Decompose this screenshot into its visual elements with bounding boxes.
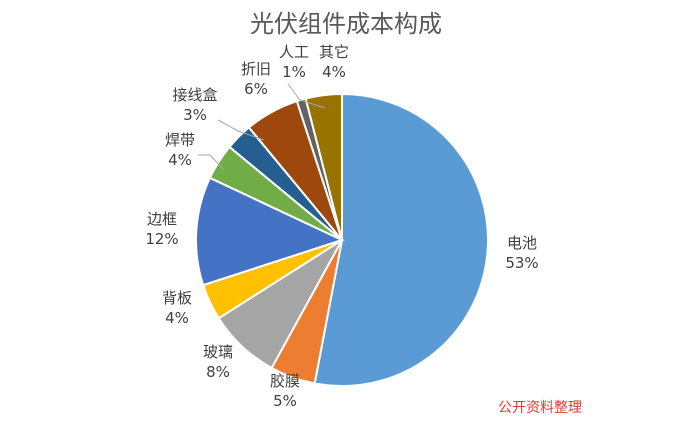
slice-label-1: 胶膜 5% (270, 372, 300, 410)
pie-slice-4 (195, 176, 345, 287)
slice-label-4: 边框 12% (145, 210, 178, 248)
slice-label-5: 焊带 4% (165, 131, 195, 169)
slice-label-7: 折旧 6% (241, 60, 271, 98)
pie-slice-0 (313, 92, 490, 387)
slice-label-6: 接线盒 3% (172, 86, 217, 124)
leader-line-8 (287, 83, 326, 109)
leader-lines (198, 83, 326, 171)
pie-slice-9 (304, 92, 343, 241)
chart-title: 光伏组件成本构成 (250, 10, 442, 38)
leader-line-6 (217, 119, 265, 141)
pie-slices (195, 92, 490, 387)
slice-label-8: 人工 1% (279, 43, 309, 81)
slice-labels: 电池 53% 胶膜 5% 玻璃 8% 背板 4% 边框 12% 焊带 4% 接线盒 3% 折旧 6% 人工 1% 其… (145, 43, 538, 410)
slice-label-0: 电池 53% (505, 234, 538, 272)
slice-label-2: 玻璃 8% (203, 343, 233, 381)
slice-label-3: 背板 4% (162, 289, 192, 327)
slice-label-9: 其它 4% (319, 43, 349, 81)
leader-line-5 (198, 154, 225, 171)
source-note: 公开资料整理 (498, 400, 582, 416)
